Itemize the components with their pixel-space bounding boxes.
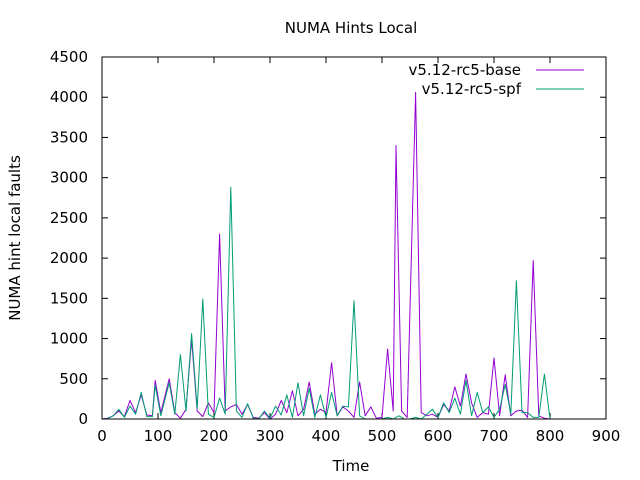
y-tick-label: 0	[78, 410, 88, 428]
y-tick-label: 1500	[50, 289, 88, 307]
plot-frame	[101, 56, 607, 420]
x-tick-label: 800	[536, 427, 565, 445]
series-line-1	[101, 91, 551, 420]
series-layer	[101, 91, 551, 420]
x-tick-label: 300	[256, 427, 285, 445]
x-tick-label: 100	[144, 427, 173, 445]
legend-label-2: v5.12-rc5-spf	[422, 80, 522, 98]
x-tick-label: 0	[97, 427, 107, 445]
y-tick-label: 3000	[50, 169, 88, 187]
y-tick-label: 3500	[50, 128, 88, 146]
x-tick-label: 200	[200, 427, 229, 445]
y-tick-label: 2000	[50, 249, 88, 267]
x-tick-label: 400	[312, 427, 341, 445]
x-tick-label: 900	[592, 427, 621, 445]
legend-label-1: v5.12-rc5-base	[409, 61, 522, 79]
x-axis-label: Time	[332, 457, 370, 475]
series-line-2	[101, 186, 551, 420]
y-tick-label: 1000	[50, 330, 88, 348]
y-tick-label: 2500	[50, 209, 88, 227]
x-tick-label: 600	[424, 427, 453, 445]
y-axis-label: NUMA hint local faults	[6, 155, 24, 321]
y-tick-label: 500	[59, 370, 88, 388]
y-tick-label: 4500	[50, 48, 88, 66]
axis-ticks: 0 100 200 300 400 500 600 700 800 900 0 500 1000 1500…	[50, 48, 621, 445]
x-tick-label: 700	[480, 427, 509, 445]
x-tick-label: 500	[368, 427, 397, 445]
y-tick-label: 4000	[50, 88, 88, 106]
chart-title: NUMA Hints Local	[285, 19, 417, 37]
